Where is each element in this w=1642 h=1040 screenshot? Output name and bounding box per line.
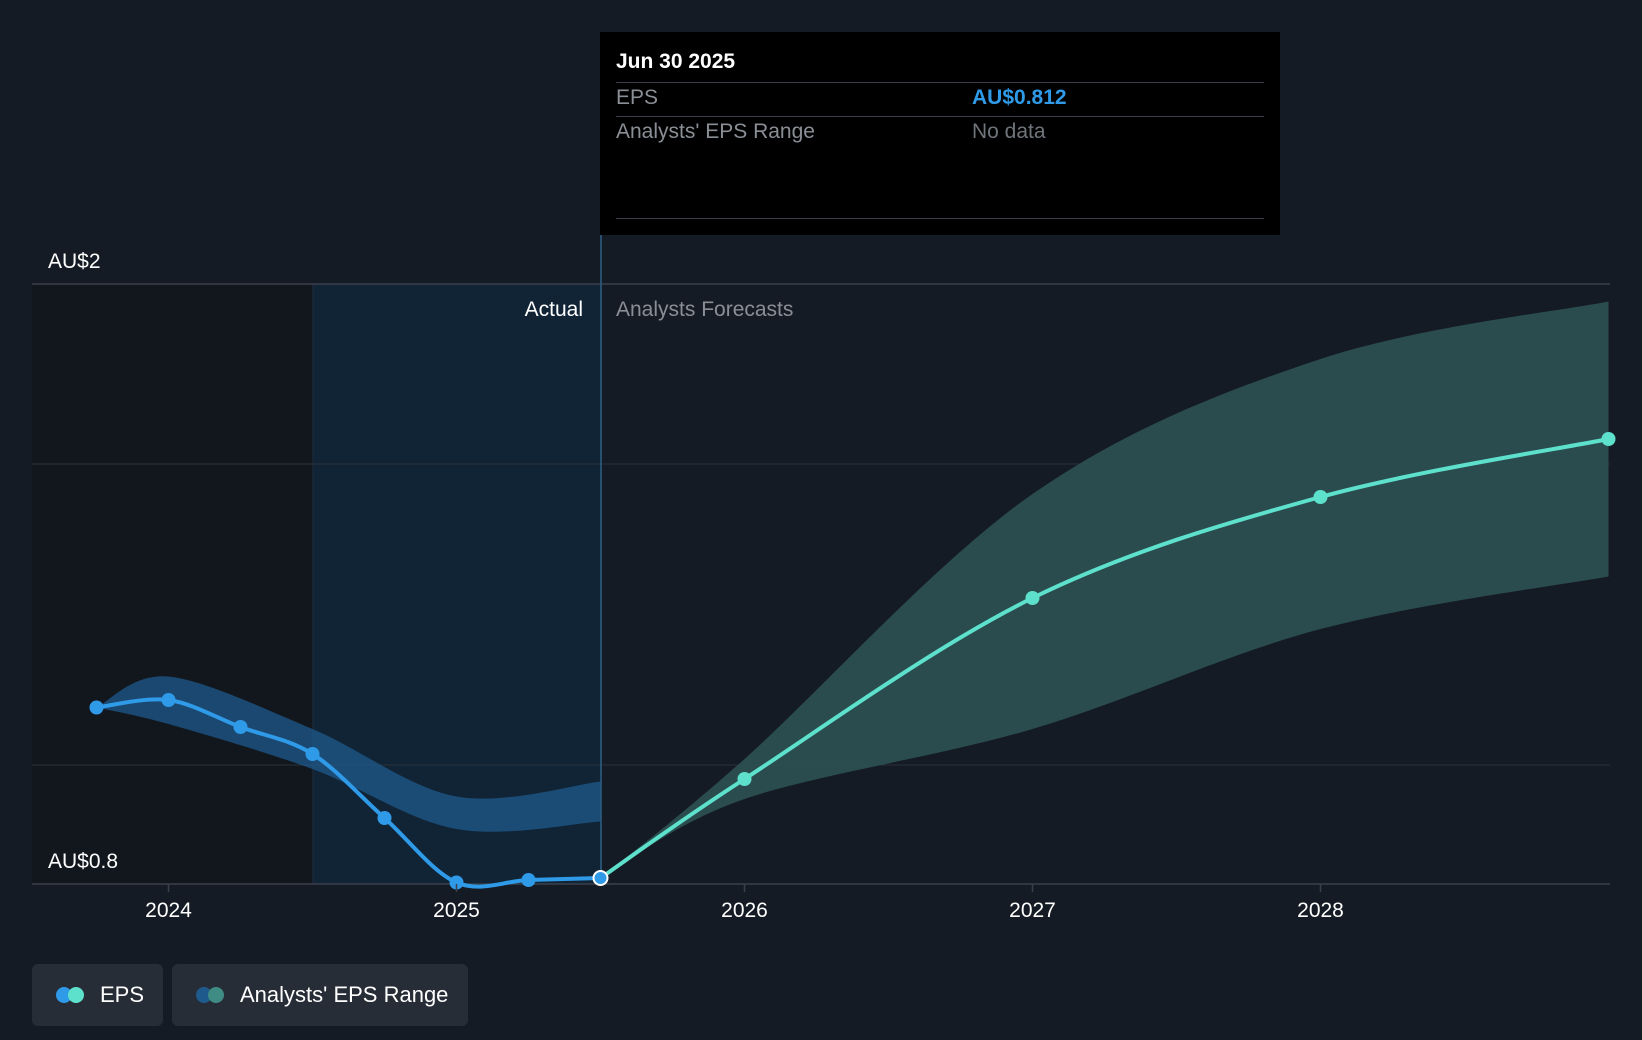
legend-label-eps: EPS [100,982,145,1007]
section-label-actual: Actual [525,298,583,321]
eps-forecast-point[interactable] [1601,432,1616,446]
range-forecast-dot-icon [208,987,224,1003]
x-tick-label: 2026 [721,899,768,922]
y-label-bottom: AU$0.8 [48,850,118,873]
eps-points [89,432,1616,890]
eps-forecast-point[interactable] [1313,490,1328,504]
eps-forecast-point[interactable] [1025,591,1040,605]
eps-actual-line [96,697,601,889]
eps-actual-point[interactable] [449,875,464,890]
tooltip-eps-label: EPS [616,86,659,109]
forecast-range-band [600,301,1609,878]
eps-actual-point[interactable] [89,700,104,715]
x-tick-label: 2027 [1009,899,1056,922]
eps-actual-point[interactable] [521,873,536,887]
eps-forecast-dot-icon [68,987,84,1003]
tooltip-range-label: Analysts' EPS Range [616,120,815,143]
x-tick-label: 2028 [1297,899,1344,922]
eps-actual-point[interactable] [377,811,392,825]
section-label-forecast: Analysts Forecasts [616,298,793,321]
tooltip-divider [616,218,1264,219]
x-tick-label: 2025 [433,899,480,922]
eps-actual-point[interactable] [161,693,176,707]
eps-forecast-point[interactable] [737,772,752,786]
pre-history-shade [32,284,313,884]
actual-range-band [96,676,601,832]
x-tick-label: 2024 [145,899,192,922]
eps-actual-point[interactable] [305,747,320,761]
eps-forecast-line [599,437,1609,880]
tooltip-range-value: No data [972,120,1046,143]
legend-label-range: Analysts' EPS Range [240,982,449,1007]
eps-actual-point[interactable] [233,720,248,734]
legend-item-range[interactable]: Analysts' EPS Range [172,964,468,1026]
tooltip-divider [616,82,1264,83]
tooltip-date: Jun 30 2025 [616,50,736,73]
eps-highlight-point[interactable] [592,870,609,886]
tooltip: Jun 30 2025 EPS AU$0.812 Analysts' EPS R… [600,32,1280,235]
tooltip-eps-value: AU$0.812 [972,86,1067,109]
legend-item-eps[interactable]: EPS [32,964,163,1026]
tooltip-divider [616,116,1264,117]
x-axis-ticks: 2024 2025 2026 2027 2028 [145,884,1344,922]
y-label-top: AU$2 [48,250,101,273]
